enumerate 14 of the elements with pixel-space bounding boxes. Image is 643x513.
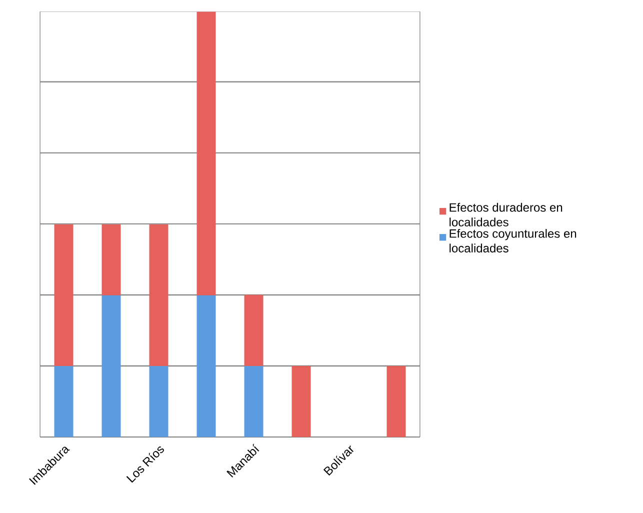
bar [149, 224, 168, 366]
bar [386, 366, 406, 437]
bar [244, 366, 264, 437]
bar [54, 224, 74, 366]
bar [54, 366, 74, 437]
bar [196, 12, 216, 296]
bar [102, 224, 121, 296]
bar [102, 295, 121, 437]
legend-label: Efectos duraderos en localidades [450, 202, 562, 226]
bar [149, 366, 168, 437]
bar [244, 294, 264, 366]
bar [292, 366, 311, 437]
bar [196, 295, 216, 437]
legend-label: Efectos coyunturales en localidades [450, 228, 576, 252]
